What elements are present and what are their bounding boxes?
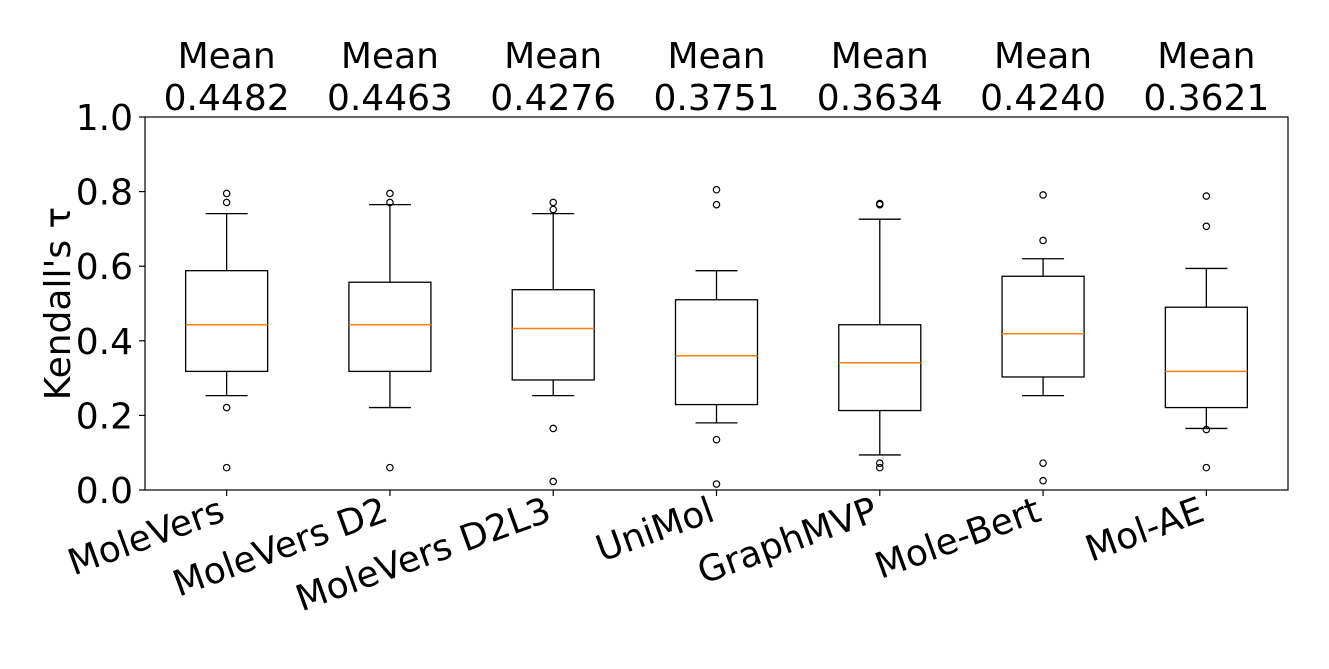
outlier-mol-ae-1: [1202, 222, 1211, 231]
outlier-mole-bert-1: [1039, 236, 1047, 245]
outlier-molevers-1: [222, 198, 231, 207]
x-tick-label-mole-bert: Mole-Bert: [870, 490, 1046, 588]
outlier-graphmvp-3: [875, 463, 884, 472]
mean-label-molevers-d2l3: Mean: [504, 36, 602, 77]
outlier-graphmvp-2: [875, 459, 884, 467]
mean-value-molevers-d2: 0.4463: [327, 78, 453, 119]
outlier-unimol-1: [712, 200, 721, 209]
plot-frame: [144, 116, 1289, 491]
box-molevers: [184, 270, 269, 373]
outlier-molevers-3: [222, 463, 231, 472]
y-tick-label-3: 0.6: [76, 247, 133, 288]
y-tick-label-5: 1.0: [76, 98, 133, 139]
x-tick-label-mol-ae: Mol-AE: [1080, 490, 1209, 570]
mean-label-molevers-d2: Mean: [341, 36, 439, 77]
outlier-molevers-d2l3-1: [549, 205, 558, 214]
y-tick-label-4: 0.8: [76, 173, 133, 214]
outlier-mol-ae-0: [1202, 192, 1211, 200]
box-unimol: [674, 299, 759, 406]
mean-label-molevers: Mean: [178, 36, 276, 77]
outlier-molevers-d2l3-2: [549, 424, 558, 433]
mean-value-mole-bert: 0.4240: [980, 78, 1106, 119]
mean-label-graphmvp: Mean: [831, 36, 929, 77]
y-tick-label-1: 0.2: [76, 396, 133, 437]
outlier-molevers-d2-1: [386, 198, 394, 207]
outlier-molevers-d2-2: [386, 463, 394, 472]
outlier-molevers-d2l3-0: [549, 198, 558, 207]
mean-label-unimol: Mean: [667, 36, 765, 77]
y-axis-label: Kendall's τ: [38, 207, 79, 400]
outlier-molevers-d2l3-3: [549, 477, 558, 486]
outlier-molevers-0: [222, 189, 231, 198]
box-mole-bert: [1001, 275, 1085, 378]
outlier-mole-bert-3: [1039, 476, 1047, 485]
outlier-graphmvp-1: [875, 200, 884, 209]
mean-value-graphmvp: 0.3634: [817, 78, 943, 119]
outlier-molevers-2: [222, 403, 231, 412]
mean-value-mol-ae: 0.3621: [1143, 78, 1269, 119]
y-tick-label-0: 0.0: [76, 471, 133, 512]
outlier-mole-bert-2: [1039, 459, 1047, 467]
outlier-unimol-0: [712, 185, 721, 194]
x-tick-label-graphmvp: GraphMVP: [692, 490, 883, 593]
outlier-mol-ae-3: [1202, 463, 1211, 472]
box-mol-ae: [1164, 306, 1249, 409]
mean-value-unimol: 0.3751: [654, 78, 780, 119]
outlier-unimol-2: [712, 435, 721, 444]
mean-value-molevers: 0.4482: [164, 78, 290, 119]
mean-label-mol-ae: Mean: [1157, 36, 1255, 77]
mean-label-mole-bert: Mean: [994, 36, 1092, 77]
outlier-mole-bert-0: [1039, 191, 1047, 199]
outlier-mol-ae-2: [1202, 425, 1211, 434]
mean-value-molevers-d2l3: 0.4276: [490, 78, 616, 119]
outlier-unimol-3: [712, 480, 721, 488]
box-molevers-d2: [348, 281, 432, 373]
box-graphmvp: [838, 324, 922, 412]
y-tick-label-2: 0.4: [76, 322, 133, 363]
outlier-molevers-d2-0: [386, 189, 394, 198]
box-molevers-d2l3: [511, 289, 595, 381]
